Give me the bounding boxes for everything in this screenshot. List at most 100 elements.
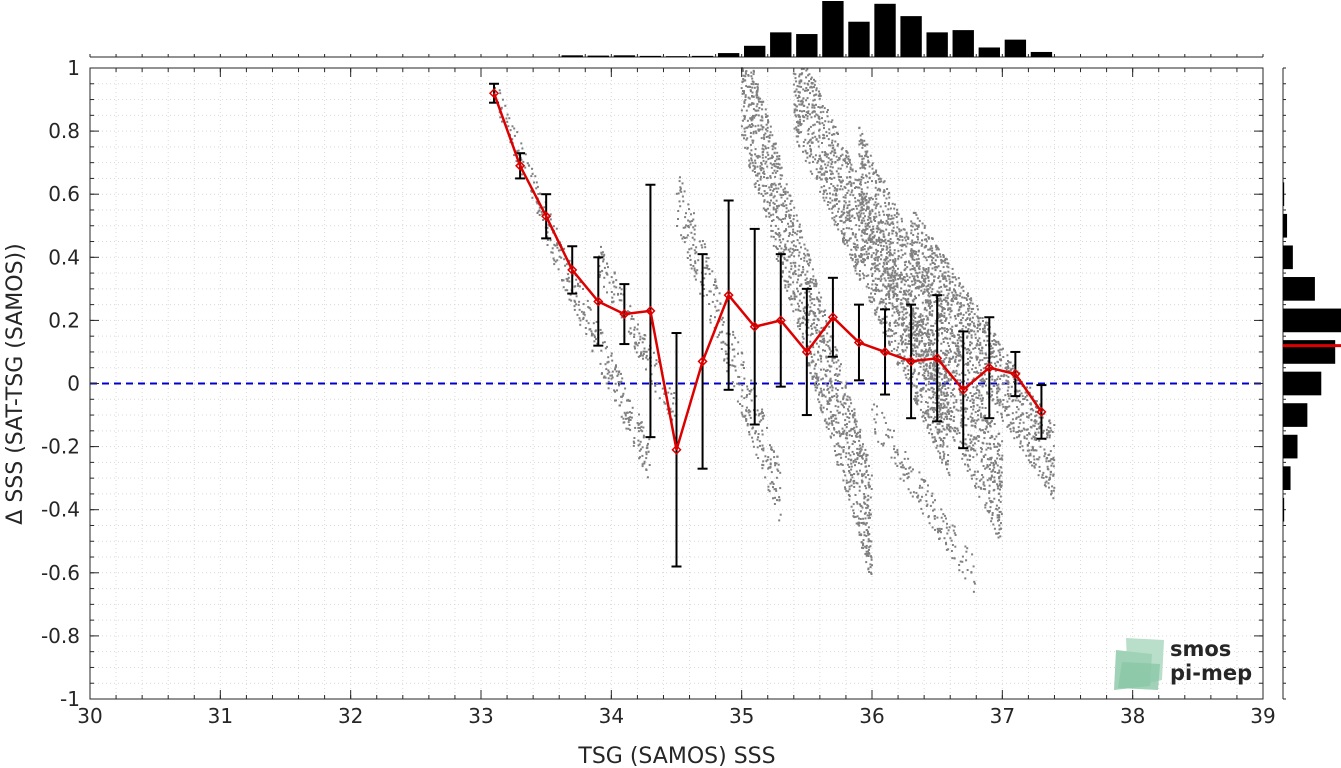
scatter-point [860,142,862,145]
scatter-point [931,247,934,250]
scatter-point [744,98,747,101]
scatter-point [808,261,811,264]
scatter-point [582,318,585,320]
scatter-point [843,160,846,162]
scatter-point [709,315,712,317]
scatter-point [797,325,799,328]
scatter-point [599,270,602,273]
scatter-point [873,257,876,260]
scatter-point [883,194,886,197]
scatter-point [838,365,841,368]
scatter-point [814,278,817,281]
scatter-point [874,256,877,259]
scatter-point [861,546,863,549]
scatter-point [681,195,684,198]
scatter-point [926,330,929,333]
scatter-point [984,504,987,506]
scatter-point [620,288,623,291]
scatter-point [769,466,772,468]
scatter-point [908,343,911,345]
scatter-point [775,187,778,190]
scatter-point [841,153,844,156]
scatter-point [999,474,1002,477]
scatter-point [871,240,874,243]
scatter-point [970,446,973,449]
scatter-point [788,194,791,197]
scatter-point [988,490,991,493]
scatter-point [746,119,749,122]
scatter-point [821,393,824,396]
scatter-point [856,244,859,247]
scatter-point [1051,431,1054,433]
scatter-point [769,482,772,485]
scatter-point [850,468,853,471]
scatter-point [986,392,989,395]
scatter-point [629,327,632,330]
scatter-point [681,237,684,240]
scatter-point [931,309,934,312]
scatter-point [815,282,818,285]
scatter-point [777,158,780,160]
scatter-point [793,127,796,130]
scatter-point [820,168,823,171]
scatter-point [731,348,734,351]
scatter-point [841,188,844,191]
scatter-point [922,323,925,325]
scatter-point [826,164,829,167]
scatter-point [822,406,825,409]
scatter-point [777,227,780,230]
scatter-point [640,429,643,432]
scatter-point [758,100,760,103]
scatter-point [789,283,792,286]
scatter-point [631,406,634,409]
scatter-point [709,321,712,324]
scatter-point [705,267,708,269]
scatter-point [751,169,754,172]
scatter-point [797,290,799,293]
scatter-point [590,330,593,333]
scatter-point [836,159,839,162]
scatter-point [852,194,855,197]
scatter-point [803,243,806,246]
scatter-point [578,317,581,320]
scatter-point [774,142,777,145]
scatter-point [998,484,1001,487]
scatter-point [884,297,887,300]
scatter-point [859,518,862,520]
scatter-point [847,182,850,185]
scatter-point [991,375,994,378]
scatter-point [866,553,869,556]
scatter-point [756,83,759,86]
scatter-point [848,170,851,173]
scatter-point [774,175,777,178]
scatter-point [860,212,863,215]
scatter-point [582,312,585,315]
scatter-point [725,343,728,346]
scatter-point [761,119,764,122]
scatter-point [875,215,878,218]
scatter-point [1017,399,1020,402]
scatter-point [905,346,908,349]
scatter-point [746,423,749,425]
scatter-point [946,463,949,466]
scatter-point [852,461,855,464]
scatter-point [602,376,605,379]
scatter-point [868,176,871,179]
scatter-point [996,532,999,535]
scatter-point [761,125,764,128]
scatter-point [757,154,760,157]
scatter-point [829,197,832,200]
scatter-point [754,114,757,117]
scatter-point [821,377,824,380]
scatter-point [772,183,775,186]
scatter-point [626,411,628,414]
scatter-point [794,108,797,111]
scatter-point [818,94,821,97]
scatter-point [940,393,943,396]
scatter-point [958,359,961,362]
scatter-point [704,272,707,275]
scatter-point [867,567,870,570]
scatter-point [553,243,556,246]
scatter-point [868,213,871,216]
scatter-point [813,353,816,356]
